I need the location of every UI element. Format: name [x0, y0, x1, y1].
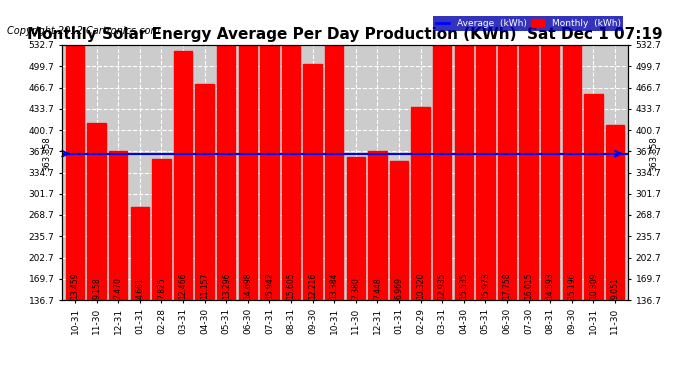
Text: 12.216: 12.216 [308, 273, 317, 299]
Bar [304, 64, 322, 300]
Bar [476, 0, 495, 300]
Bar [325, 33, 344, 300]
Bar [584, 94, 602, 300]
Text: 14.593: 14.593 [546, 272, 555, 299]
Text: 7.470: 7.470 [114, 277, 123, 299]
Bar [541, 9, 560, 300]
Bar [195, 84, 214, 300]
Text: 15.605: 15.605 [286, 272, 295, 299]
Bar [152, 159, 170, 300]
Text: Copyright 2012 Cartronics.com: Copyright 2012 Cartronics.com [7, 26, 160, 36]
Text: 14.698: 14.698 [244, 272, 253, 299]
Bar [282, 0, 300, 300]
Text: 363.858: 363.858 [649, 136, 658, 171]
Text: 363.858: 363.858 [43, 136, 52, 171]
Text: 10.309: 10.309 [589, 272, 598, 299]
Bar [606, 125, 624, 300]
Text: 15.196: 15.196 [567, 272, 576, 299]
Bar [217, 34, 235, 300]
Text: 13.384: 13.384 [330, 272, 339, 299]
Bar [455, 0, 473, 300]
Bar [411, 107, 430, 300]
Text: 7.825: 7.825 [157, 277, 166, 299]
Bar [368, 152, 386, 300]
Bar [433, 42, 451, 300]
Bar [520, 0, 538, 300]
Text: 17.758: 17.758 [502, 272, 511, 299]
Text: 15.973: 15.973 [481, 272, 490, 299]
Bar [346, 158, 365, 300]
Text: 11.157: 11.157 [200, 272, 209, 299]
Bar [174, 51, 193, 300]
Text: 10.320: 10.320 [416, 272, 425, 299]
Text: 4.661: 4.661 [135, 277, 144, 299]
Bar [390, 161, 408, 300]
Text: 13.459: 13.459 [70, 272, 79, 299]
Bar [66, 32, 84, 300]
Text: 12.935: 12.935 [437, 272, 446, 299]
Bar [239, 16, 257, 300]
Bar [260, 0, 279, 300]
Text: 7.380: 7.380 [351, 277, 360, 299]
Bar [109, 151, 128, 300]
Text: 9.158: 9.158 [92, 277, 101, 299]
Bar [88, 123, 106, 300]
Text: 7.448: 7.448 [373, 277, 382, 299]
Bar [497, 0, 516, 300]
Title: Monthly Solar Energy Average Per Day Production (KWh)  Sat Dec 1 07:19: Monthly Solar Energy Average Per Day Pro… [27, 27, 663, 42]
Bar [130, 207, 149, 300]
Text: 13.296: 13.296 [221, 272, 230, 299]
Text: 12.466: 12.466 [179, 272, 188, 299]
Text: 15.535: 15.535 [460, 272, 469, 299]
Legend: Average  (kWh), Monthly  (kWh): Average (kWh), Monthly (kWh) [433, 16, 623, 31]
Text: 16.015: 16.015 [524, 272, 533, 299]
Bar [562, 6, 581, 300]
Text: 15.942: 15.942 [265, 272, 274, 299]
Text: 9.051: 9.051 [611, 277, 620, 299]
Text: 6.969: 6.969 [395, 277, 404, 299]
